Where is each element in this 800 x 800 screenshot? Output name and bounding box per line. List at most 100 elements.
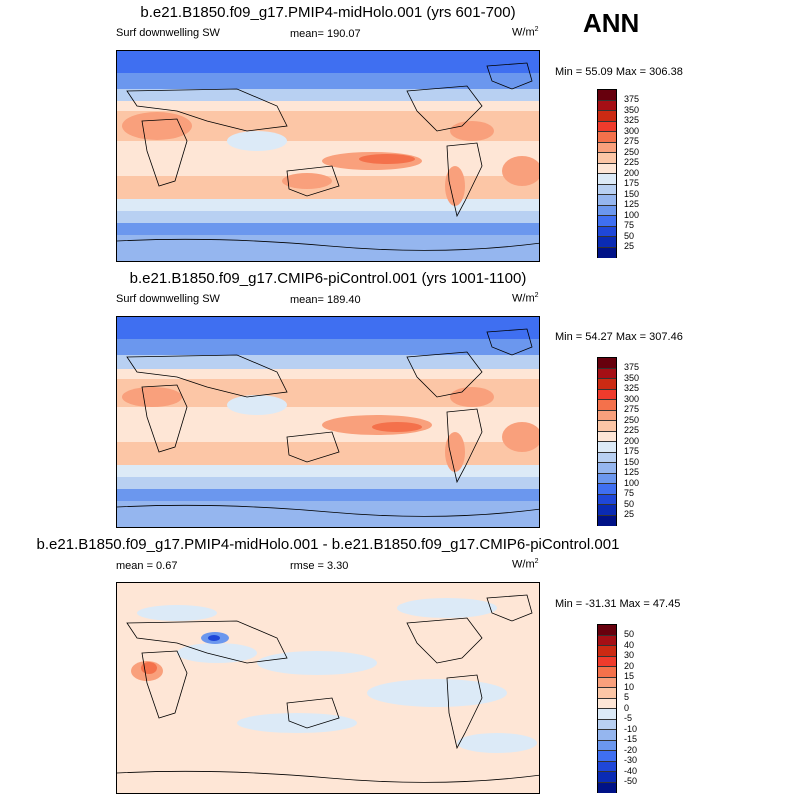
colorbar-1-tick: 275 (624, 136, 640, 146)
colorbar-1-tick: 100 (624, 209, 640, 220)
colorbar-1-swatch (598, 247, 616, 258)
colorbar-1-swatch (598, 132, 616, 143)
colorbar-3-swatch (598, 719, 616, 730)
panel-2-colorbar (597, 357, 617, 526)
colorbar-2-tick: 75 (624, 488, 635, 498)
panel-3-map (116, 582, 540, 794)
panel-2-title: b.e21.B1850.f09_g17.CMIP6-piControl.001 … (129, 270, 527, 287)
colorbar-2-tick: 100 (624, 477, 640, 488)
panel-3-minmax: Min = -31.31 Max = 47.45 (555, 598, 681, 610)
panel-2-units: W/m2 (512, 292, 539, 305)
colorbar-3-swatch (598, 677, 616, 688)
colorbar-2-swatch (598, 400, 616, 411)
colorbar-2-tick: 125 (624, 467, 640, 477)
colorbar-1-tick: 225 (624, 157, 640, 167)
panel-1-mean-label: mean= 190.07 (290, 28, 361, 40)
colorbar-1-swatch (598, 111, 616, 122)
colorbar-3-tick: 20 (624, 660, 635, 671)
panel-2-variable-label: Surf downwelling SW (116, 293, 220, 305)
colorbar-1-swatch (598, 153, 616, 164)
colorbar-1-tick: 25 (624, 241, 635, 251)
colorbar-3-tick: 0 (624, 702, 630, 713)
colorbar-1-swatch (598, 90, 616, 101)
colorbar-3-tick: 5 (624, 692, 630, 702)
colorbar-1-tick: 50 (624, 230, 635, 241)
colorbar-3-tick: -30 (624, 755, 638, 765)
colorbar-2-swatch (598, 368, 616, 379)
colorbar-2-tick: 175 (624, 446, 640, 456)
colorbar-3-swatch (598, 667, 616, 678)
colorbar-3-swatch (598, 761, 616, 772)
panel-2-map-svg (117, 317, 539, 527)
panel-3-rmse-label: rmse = 3.30 (290, 560, 349, 572)
colorbar-3-swatch (598, 751, 616, 762)
colorbar-1-swatch (598, 121, 616, 132)
colorbar-3-tick: 10 (624, 681, 635, 692)
panel-1-map-svg (117, 51, 539, 261)
colorbar-1-tick: 350 (624, 104, 640, 115)
panel-1-title: b.e21.B1850.f09_g17.PMIP4-midHolo.001 (y… (140, 4, 516, 21)
colorbar-1-swatch (598, 142, 616, 153)
panel-1-map (116, 50, 540, 262)
colorbar-2-tick: 300 (624, 393, 640, 404)
colorbar-2-tick: 25 (624, 509, 635, 519)
colorbar-3-tick: -50 (624, 776, 638, 786)
colorbar-2-swatch (598, 505, 616, 516)
colorbar-2-tick: 275 (624, 404, 640, 414)
panel-3-title: b.e21.B1850.f09_g17.PMIP4-midHolo.001 - … (36, 536, 620, 553)
colorbar-1-tick: 150 (624, 188, 640, 199)
panel-2-map (116, 316, 540, 528)
colorbar-1-tick: 300 (624, 125, 640, 136)
colorbar-2-tick: 350 (624, 372, 640, 383)
colorbar-1-tick: 200 (624, 167, 640, 178)
colorbar-1-tick: 325 (624, 115, 640, 125)
colorbar-1-swatch (598, 205, 616, 216)
colorbar-3-tick: -5 (624, 713, 633, 723)
colorbar-1-swatch (598, 237, 616, 248)
colorbar-1-swatch (598, 195, 616, 206)
colorbar-1-swatch (598, 100, 616, 111)
colorbar-2-swatch (598, 442, 616, 453)
colorbar-1-tick: 375 (624, 94, 640, 104)
panel-1-units: W/m2 (512, 26, 539, 39)
colorbar-1-tick: 75 (624, 220, 635, 230)
colorbar-2-swatch (598, 473, 616, 484)
colorbar-3-swatch (598, 698, 616, 709)
panel-3-units: W/m2 (512, 558, 539, 571)
colorbar-1-tick: 175 (624, 178, 640, 188)
colorbar-3-tick: -10 (624, 723, 638, 734)
colorbar-3-tick: 30 (624, 650, 635, 660)
colorbar-1-swatch (598, 163, 616, 174)
colorbar-1-tick: 125 (624, 199, 640, 209)
colorbar-2-tick: 200 (624, 435, 640, 446)
colorbar-2-swatch (598, 431, 616, 442)
colorbar-3-swatch (598, 782, 616, 793)
colorbar-2-tick: 325 (624, 383, 640, 393)
colorbar-2-swatch (598, 379, 616, 390)
colorbar-3-swatch (598, 709, 616, 720)
season-label: ANN (583, 8, 640, 38)
colorbar-3-tick: -40 (624, 765, 638, 776)
colorbar-2-tick: 250 (624, 414, 640, 425)
panel-2-minmax: Min = 54.27 Max = 307.46 (555, 331, 683, 343)
colorbar-1-swatch (598, 184, 616, 195)
colorbar-3-swatch (598, 656, 616, 667)
panel-3-map-svg (117, 583, 539, 793)
colorbar-3-tick: -20 (624, 744, 638, 755)
colorbar-1-swatch (598, 226, 616, 237)
colorbar-2-swatch (598, 484, 616, 495)
colorbar-2-swatch (598, 389, 616, 400)
colorbar-2-swatch (598, 515, 616, 526)
colorbar-2-swatch (598, 410, 616, 421)
colorbar-2-swatch (598, 452, 616, 463)
colorbar-2-swatch (598, 463, 616, 474)
colorbar-3-swatch (598, 688, 616, 699)
colorbar-2-tick: 225 (624, 425, 640, 435)
colorbar-3-swatch (598, 772, 616, 783)
colorbar-3-tick: -15 (624, 734, 638, 744)
panel-3-mean-label: mean = 0.67 (116, 560, 178, 572)
panel-1-colorbar (597, 89, 617, 258)
colorbar-1-swatch (598, 174, 616, 185)
colorbar-2-swatch (598, 358, 616, 369)
colorbar-3-tick: 15 (624, 671, 635, 681)
